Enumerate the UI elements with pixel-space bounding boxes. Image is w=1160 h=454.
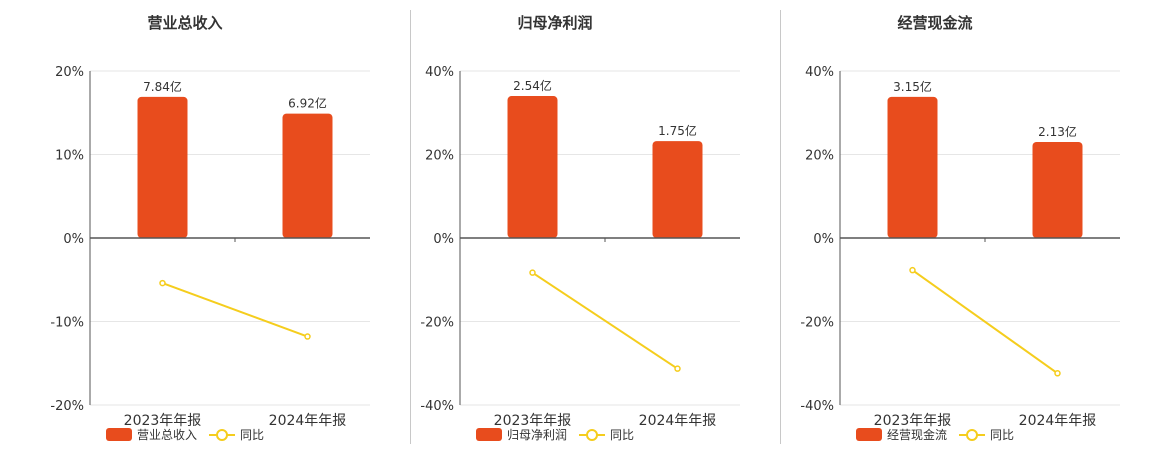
legend-bar-label: 归母净利润: [506, 428, 567, 442]
y-tick-label: 40%: [425, 65, 454, 80]
chart-legend: 营业总收入 同比: [0, 426, 370, 443]
legend-line-swatch: [209, 428, 235, 441]
bar-value-label: 1.75亿: [658, 123, 697, 138]
y-tick-label: -20%: [50, 399, 84, 414]
bar: [507, 96, 558, 238]
chart-title: 归母净利润: [517, 14, 593, 32]
yoy-point: [909, 266, 916, 274]
legend-line-label: 同比: [610, 428, 635, 442]
legend-bar-swatch: [105, 428, 132, 441]
yoy-point: [529, 269, 536, 276]
x-category-label: 2024年年报: [269, 413, 347, 429]
legend-line-label: 同比: [990, 428, 1015, 442]
x-category-label: 2023年年报: [874, 413, 952, 429]
bar: [282, 113, 333, 238]
legend-line-label: 同比: [240, 428, 265, 442]
y-tick-label: 0%: [433, 232, 454, 247]
y-tick-label: 0%: [63, 232, 84, 247]
chart-legend: 经营现金流 同比: [750, 426, 1120, 443]
yoy-point: [159, 279, 166, 287]
cash-flow-chart: 40% 20% 0% -20% -40% 3.15亿 2.13亿 2023年年报 2024年年报: [800, 65, 1131, 429]
y-tick-label: -20%: [800, 316, 834, 331]
legend-bar-swatch: [855, 428, 882, 441]
legend-bar-label: 经营现金流: [886, 428, 947, 442]
y-tick-label: -40%: [420, 399, 454, 414]
revenue-chart-panel: 营业总收入 20% 10% 0% -10% -20% 7.84亿 6.92亿 2023年年报 2…: [0, 0, 381, 450]
y-tick-label: 10%: [55, 149, 84, 164]
bar: [652, 141, 703, 238]
bar: [887, 96, 938, 238]
yoy-line: [531, 271, 679, 370]
bar: [137, 96, 188, 238]
x-category-label: 2024年年报: [639, 413, 717, 429]
yoy-point: [304, 333, 311, 340]
y-tick-label: 40%: [805, 65, 834, 80]
yoy-line: [162, 282, 308, 338]
bar-value-label: 7.84亿: [143, 79, 182, 94]
bar-value-label: 3.15亿: [893, 79, 932, 94]
revenue-chart: 20% 10% 0% -10% -20% 7.84亿 6.92亿 2023年年报 2024年年报: [50, 65, 381, 429]
bar-value-label: 2.54亿: [513, 78, 552, 93]
y-tick-label: -40%: [800, 399, 834, 414]
y-tick-label: 20%: [425, 149, 454, 164]
chart-legend: 归母净利润 同比: [370, 426, 740, 443]
panel-divider: [410, 10, 411, 444]
legend-bar-swatch: [475, 428, 502, 441]
x-category-label: 2023年年报: [494, 413, 572, 429]
legend-line-swatch: [959, 428, 985, 441]
chart-title: 营业总收入: [147, 14, 223, 32]
panel-divider: [780, 10, 781, 444]
y-tick-label: 0%: [813, 232, 834, 247]
yoy-point: [674, 365, 681, 372]
bar: [1032, 141, 1083, 238]
yoy-line: [911, 269, 1059, 375]
chart-title: 经营现金流: [897, 14, 973, 32]
legend-line-swatch: [579, 428, 605, 441]
y-tick-label: -10%: [50, 316, 84, 331]
bar-value-label: 6.92亿: [288, 96, 327, 111]
net-profit-chart-panel: 归母净利润 40% 20% 0% -20% -40% 2.54亿 1.75亿 2023年年报 2…: [370, 0, 751, 450]
y-tick-label: 20%: [805, 149, 834, 164]
legend-bar-label: 营业总收入: [136, 428, 197, 442]
x-category-label: 2024年年报: [1019, 413, 1097, 429]
bar-value-label: 2.13亿: [1038, 124, 1077, 139]
y-tick-label: -20%: [420, 316, 454, 331]
y-tick-label: 20%: [55, 65, 84, 80]
net-profit-chart: 40% 20% 0% -20% -40% 2.54亿 1.75亿 2023年年报 2024年年报: [420, 65, 751, 429]
cash-flow-chart-panel: 经营现金流 40% 20% 0% -20% -40% 3.15亿 2.13亿 2023年年报 2…: [750, 0, 1131, 450]
yoy-point: [1054, 370, 1061, 377]
x-category-label: 2023年年报: [124, 413, 202, 429]
